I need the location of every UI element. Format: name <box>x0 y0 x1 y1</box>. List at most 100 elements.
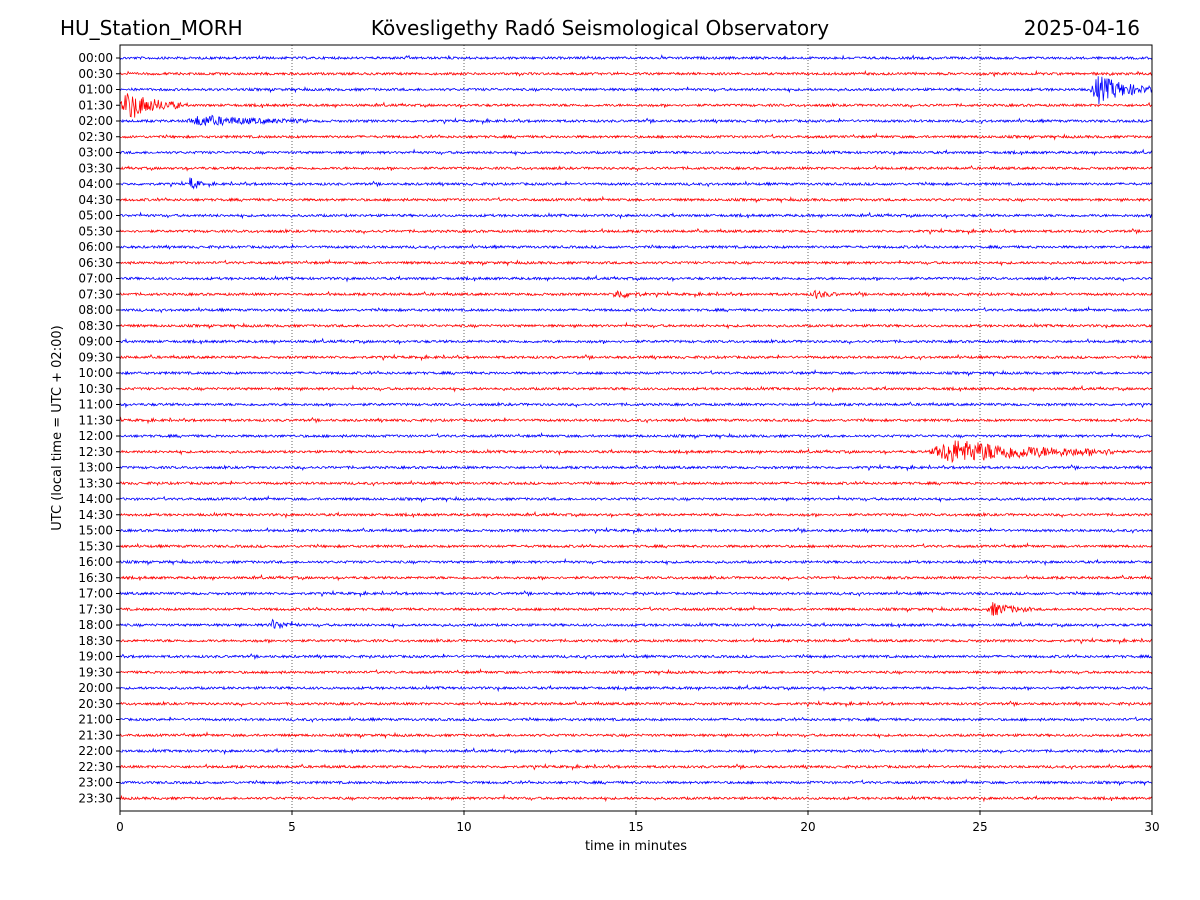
y-tick-label: 10:00 <box>78 366 113 380</box>
x-tick-label: 20 <box>800 820 815 834</box>
trace-0830 <box>119 321 1153 330</box>
y-tick-label: 04:00 <box>78 177 113 191</box>
x-tick-label: 10 <box>456 820 471 834</box>
y-tick-label: 20:00 <box>78 681 113 695</box>
y-tick-label: 18:30 <box>78 634 113 648</box>
trace-1930 <box>119 668 1153 677</box>
x-tick-label: 15 <box>628 820 643 834</box>
trace-1900 <box>119 652 1153 660</box>
trace-0330 <box>119 164 1153 172</box>
y-tick-label: 22:00 <box>78 744 113 758</box>
trace-1530 <box>119 542 1153 549</box>
trace-1700 <box>119 589 1153 598</box>
trace-1500 <box>119 526 1153 535</box>
y-tick-label: 09:00 <box>78 335 113 349</box>
y-tick-label: 06:00 <box>78 240 113 254</box>
seismogram-traces <box>119 54 1153 803</box>
y-tick-label: 16:00 <box>78 555 113 569</box>
trace-0930 <box>119 353 1153 362</box>
trace-0900 <box>119 337 1153 346</box>
x-tick-label: 30 <box>1144 820 1159 834</box>
y-tick-label: 13:30 <box>78 476 113 490</box>
y-tick-label: 04:30 <box>78 193 113 207</box>
trace-2100 <box>119 715 1152 723</box>
y-tick-label: 15:00 <box>78 524 113 538</box>
x-tick-label: 5 <box>288 820 296 834</box>
y-tick-label: 17:00 <box>78 587 113 601</box>
y-tick-label: 20:30 <box>78 697 113 711</box>
chart-title: Kövesligethy Radó Seismological Observat… <box>370 16 830 40</box>
trace-2230 <box>119 763 1153 771</box>
y-tick-label: 22:30 <box>78 760 113 774</box>
y-tick-label: 08:00 <box>78 303 113 317</box>
trace-0000 <box>119 54 1153 61</box>
trace-1330 <box>119 479 1153 487</box>
trace-0500 <box>119 211 1153 220</box>
trace-0300 <box>119 148 1153 157</box>
trace-0230 <box>119 132 1153 141</box>
y-tick-label: 00:00 <box>78 51 113 65</box>
y-tick-label: 05:30 <box>78 224 113 238</box>
trace-0700 <box>119 274 1153 283</box>
y-tick-label: 02:30 <box>78 130 113 144</box>
trace-0730 <box>119 289 1153 299</box>
y-tick-label: 14:00 <box>78 492 113 506</box>
y-tick-label: 10:30 <box>78 382 113 396</box>
y-tick-label: 21:30 <box>78 728 113 742</box>
trace-0630 <box>119 258 1153 267</box>
y-tick-label: 12:30 <box>78 445 113 459</box>
y-tick-label: 07:00 <box>78 272 113 286</box>
trace-0600 <box>119 243 1153 251</box>
x-axis-label: time in minutes <box>585 839 687 854</box>
y-tick-label: 02:00 <box>78 114 113 128</box>
trace-2300 <box>119 778 1153 787</box>
trace-1830 <box>119 636 1153 645</box>
y-tick-label: 01:30 <box>78 98 113 112</box>
y-tick-label: 03:00 <box>78 146 113 160</box>
y-tick-label: 09:30 <box>78 350 113 364</box>
trace-1030 <box>119 384 1153 393</box>
trace-1100 <box>119 401 1153 409</box>
y-tick-label: 19:30 <box>78 665 113 679</box>
station-name: HU_Station_MORH <box>60 16 243 40</box>
y-tick-label: 18:00 <box>78 618 113 632</box>
trace-0100 <box>119 76 1153 105</box>
trace-2030 <box>119 699 1153 708</box>
y-tick-label: 23:30 <box>78 791 113 805</box>
x-tick-label: 0 <box>116 820 124 834</box>
y-tick-label: 16:30 <box>78 571 113 585</box>
trace-2330 <box>119 794 1153 803</box>
y-tick-label: 17:30 <box>78 602 113 616</box>
trace-1600 <box>119 557 1153 567</box>
y-tick-label: 19:00 <box>78 650 113 664</box>
trace-0800 <box>119 305 1153 314</box>
trace-1730 <box>119 602 1153 616</box>
y-tick-label: 00:30 <box>78 67 113 81</box>
y-tick-label: 12:00 <box>78 429 113 443</box>
y-tick-label: 11:30 <box>78 413 113 427</box>
y-tick-label: 23:00 <box>78 776 113 790</box>
y-tick-label: 21:00 <box>78 713 113 727</box>
trace-0530 <box>119 227 1153 236</box>
trace-2130 <box>119 731 1153 740</box>
trace-1230 <box>119 440 1152 464</box>
y-tick-label: 11:00 <box>78 398 113 412</box>
trace-1300 <box>119 463 1153 472</box>
trace-0430 <box>119 195 1153 204</box>
grid-lines <box>291 45 981 811</box>
trace-2200 <box>119 747 1153 756</box>
y-axis-label: UTC (local time = UTC + 02:00) <box>50 325 65 530</box>
x-axis-ticks: 0 5 10 15 20 25 30 <box>116 811 1160 834</box>
trace-1400 <box>119 494 1153 503</box>
y-tick-label: 03:30 <box>78 161 113 175</box>
trace-1430 <box>119 510 1153 519</box>
trace-0030 <box>119 69 1153 78</box>
trace-1630 <box>119 573 1153 582</box>
y-tick-label: 01:00 <box>78 83 113 97</box>
trace-1000 <box>119 369 1153 377</box>
y-tick-label: 15:30 <box>78 539 113 553</box>
trace-2000 <box>119 684 1153 693</box>
y-tick-label: 13:00 <box>78 461 113 475</box>
chart-date: 2025-04-16 <box>1023 16 1140 40</box>
